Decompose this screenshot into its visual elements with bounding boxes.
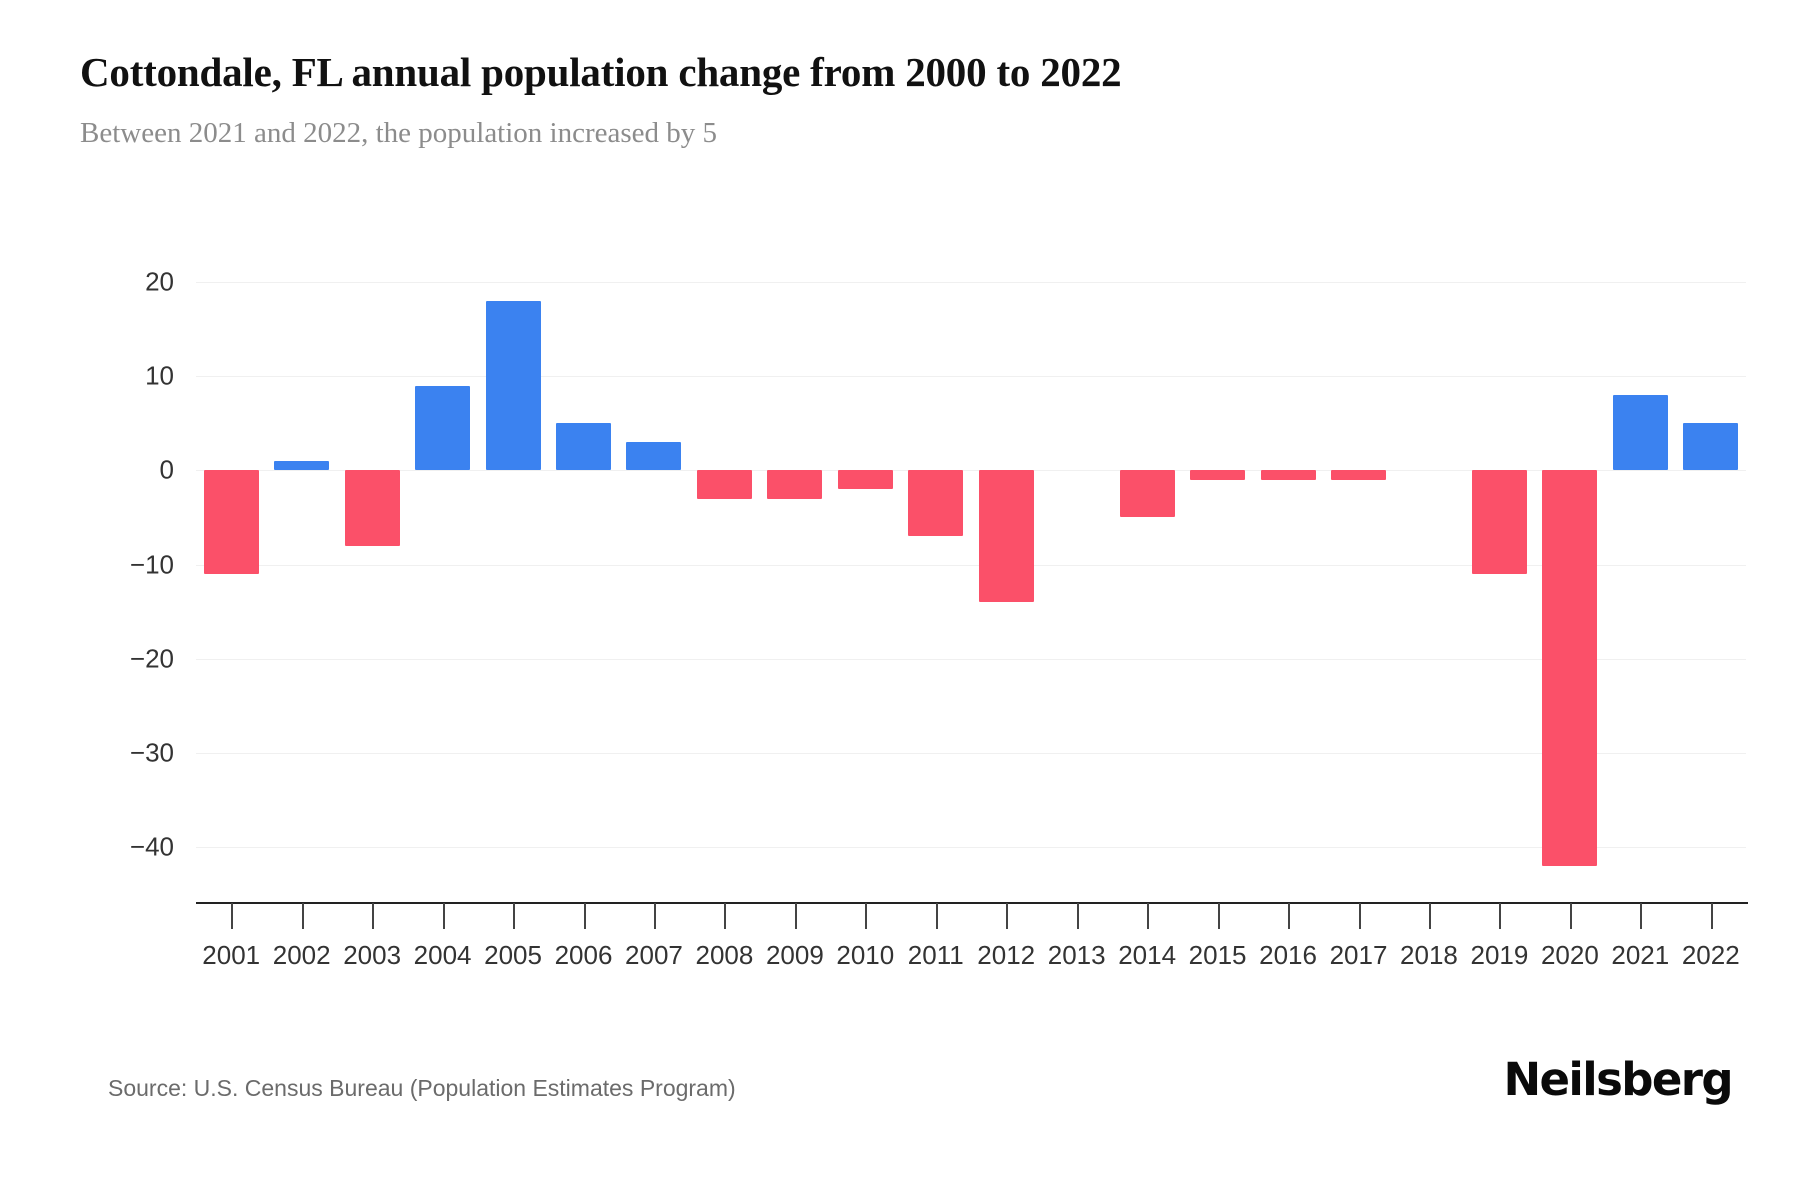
x-axis-tick-label: 2001	[202, 940, 261, 970]
bar-2007[interactable]	[626, 442, 682, 471]
x-axis-tick	[1147, 903, 1150, 929]
x-axis-tick-label: 2019	[1470, 940, 1529, 970]
bar-2009[interactable]	[767, 470, 823, 499]
x-axis-tick-label: 2018	[1400, 940, 1458, 970]
x-axis-tick	[794, 903, 797, 929]
x-axis-tick-label: 2004	[413, 940, 472, 970]
x-axis-tick	[583, 903, 586, 929]
x-axis-tick-label: 2007	[625, 940, 683, 970]
bar-2005[interactable]	[485, 300, 541, 471]
x-axis-tick	[301, 903, 304, 929]
x-axis-tick-label: 2013	[1047, 940, 1106, 970]
chart-header: Cottondale, FL annual population change …	[80, 48, 1720, 151]
source-note: Source: U.S. Census Bureau (Population E…	[108, 1075, 736, 1101]
page-title: Cottondale, FL annual population change …	[80, 49, 1122, 95]
x-axis-tick	[1076, 903, 1079, 929]
x-axis-tick-label: 2022	[1681, 940, 1740, 970]
y-axis-tick-label: 20	[145, 266, 174, 297]
y-axis-tick-label: 0	[159, 454, 174, 485]
bar-2004[interactable]	[415, 385, 471, 471]
bars-layer	[196, 282, 1746, 866]
x-axis-tick	[1006, 903, 1009, 929]
bar-2008[interactable]	[696, 470, 752, 499]
x-axis-tick-label: 2016	[1259, 940, 1317, 970]
bar-2016[interactable]	[1260, 470, 1316, 480]
bar-2011[interactable]	[908, 470, 964, 537]
x-axis-tick-label: 2021	[1611, 940, 1670, 970]
x-axis-tick	[935, 903, 938, 929]
bar-2014[interactable]	[1119, 470, 1175, 518]
x-axis-tick-label: 2014	[1118, 940, 1177, 970]
x-axis-tick	[372, 903, 375, 929]
x-axis-tick-label: 2003	[343, 940, 402, 970]
x-axis-tick	[653, 903, 656, 929]
bar-2001[interactable]	[203, 470, 259, 574]
x-axis-tick-label: 2017	[1329, 940, 1388, 970]
x-axis-tick	[1640, 903, 1643, 929]
x-axis-tick	[442, 903, 445, 929]
x-axis-tick-label: 2010	[836, 940, 895, 970]
bar-2017[interactable]	[1331, 470, 1386, 480]
x-axis-tick	[231, 903, 234, 929]
y-axis-tick-label: −40	[129, 831, 174, 862]
x-axis-line	[196, 902, 1748, 904]
bar-2003[interactable]	[344, 470, 400, 546]
x-axis-tick	[1499, 903, 1502, 929]
x-axis-tick	[1569, 903, 1572, 929]
x-axis-tick-label: 2020	[1540, 940, 1599, 970]
bar-2015[interactable]	[1190, 470, 1246, 480]
x-axis-tick-label: 2011	[907, 940, 964, 970]
bar-2019[interactable]	[1471, 470, 1527, 574]
x-axis-tick	[513, 903, 516, 929]
x-axis-tick-label: 2015	[1188, 940, 1247, 970]
x-axis-tick-label: 2008	[695, 940, 754, 970]
bar-2021[interactable]	[1612, 395, 1668, 471]
x-axis-tick-label: 2006	[554, 940, 613, 970]
bar-2022[interactable]	[1683, 423, 1739, 471]
x-axis-tick	[1358, 903, 1361, 929]
y-axis-tick-label: −30	[129, 737, 174, 768]
x-axis-tick	[1428, 903, 1431, 929]
x-axis-tick	[1288, 903, 1291, 929]
x-axis-tick-label: 2002	[272, 940, 331, 970]
bar-2010[interactable]	[837, 470, 893, 490]
x-axis-tick	[1217, 903, 1220, 929]
brand-logo: Neilsberg	[1503, 1053, 1733, 1106]
bar-2020[interactable]	[1542, 470, 1598, 866]
chart-subtitle: Between 2021 and 2022, the population in…	[80, 117, 718, 150]
bar-2006[interactable]	[556, 423, 611, 471]
y-axis-tick-label: −10	[129, 549, 174, 579]
bar-2002[interactable]	[274, 460, 330, 471]
x-axis-tick	[1710, 903, 1713, 929]
y-axis-tick-label: −20	[129, 643, 174, 674]
x-axis-tick-label: 2012	[977, 940, 1036, 970]
gridline	[196, 847, 1746, 848]
y-axis-tick-label: 10	[145, 360, 174, 391]
x-axis-tick	[865, 903, 868, 929]
x-axis-tick-label: 2005	[484, 940, 542, 970]
bar-2012[interactable]	[978, 470, 1034, 603]
x-axis-tick-label: 2009	[765, 940, 824, 970]
x-axis-tick	[724, 903, 727, 929]
